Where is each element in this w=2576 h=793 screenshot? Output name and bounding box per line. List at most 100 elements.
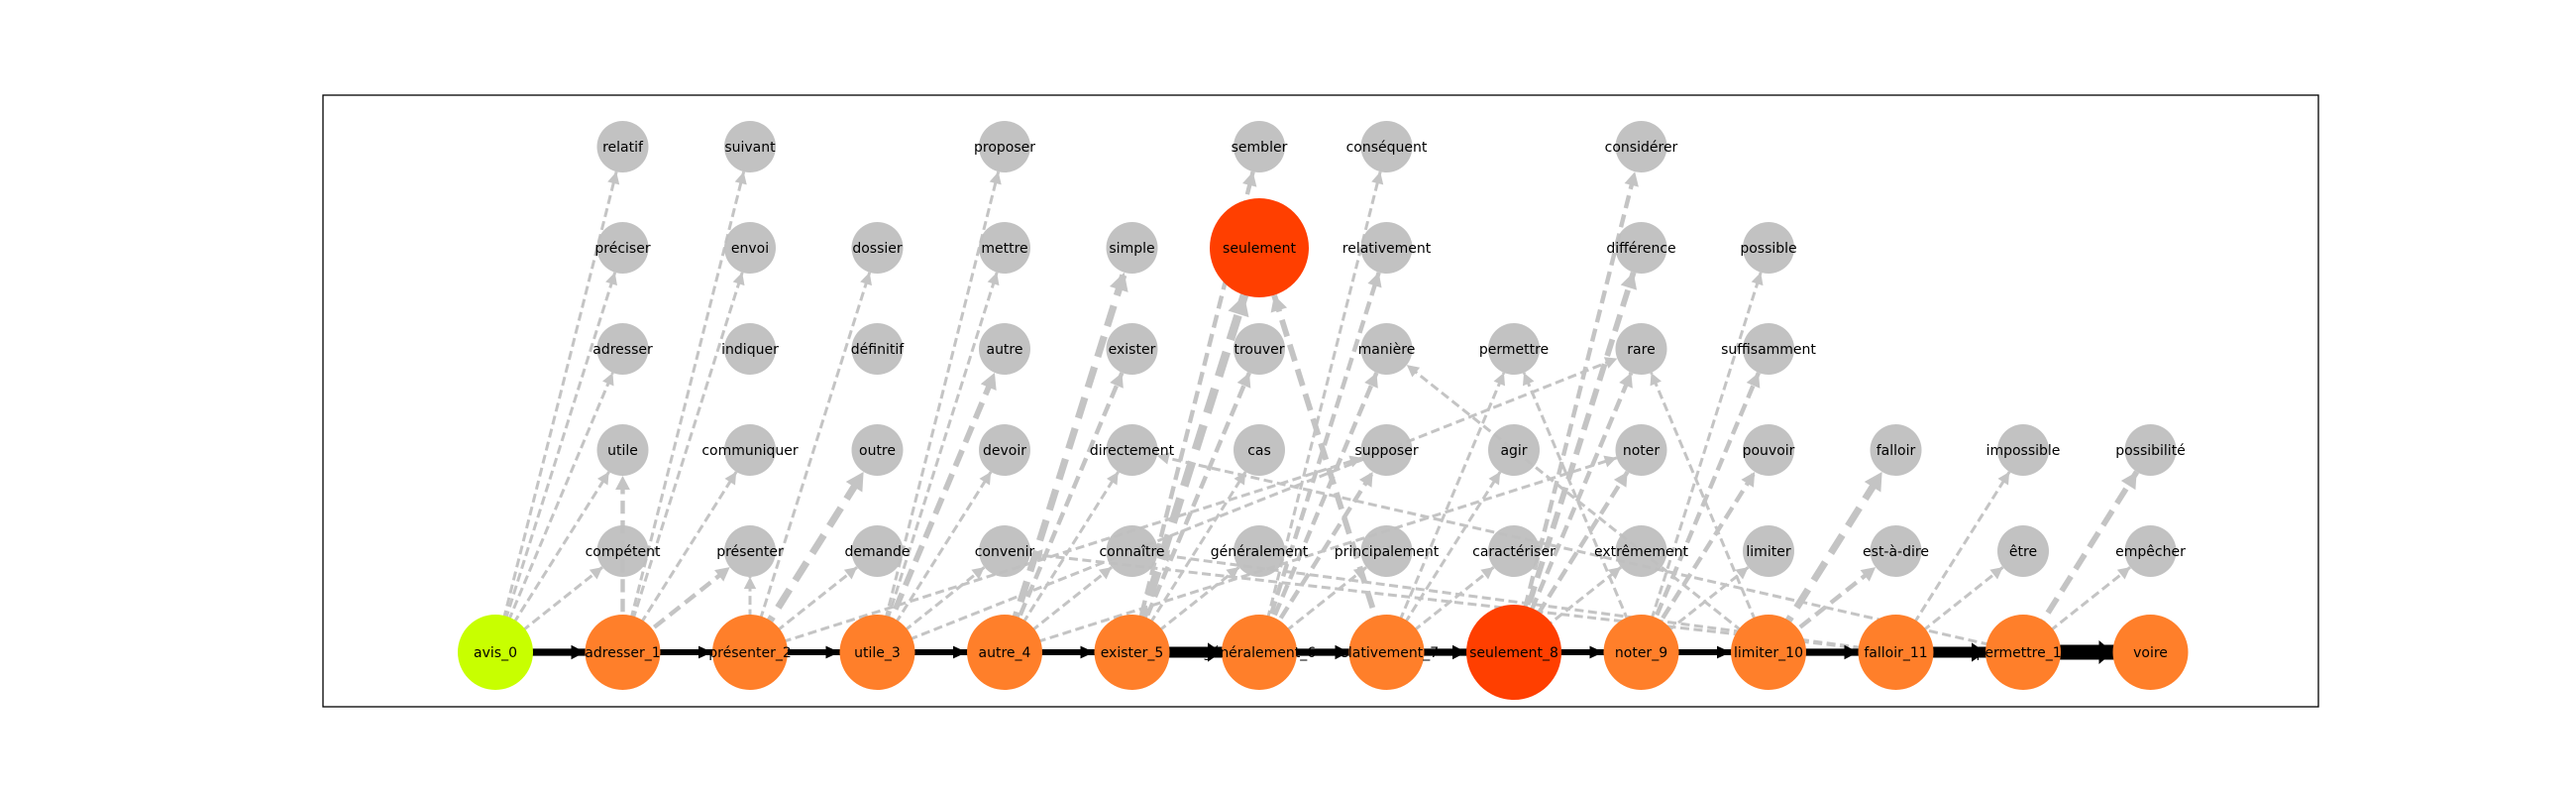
chain-node-noter-9[interactable]: noter_9 (1603, 615, 1679, 690)
context-node-cas[interactable]: cas (1234, 424, 1285, 476)
context-node-empecher[interactable]: empêcher (2115, 525, 2186, 577)
context-edge (1146, 565, 1240, 641)
context-node-caracteriser[interactable]: caractériser (1472, 525, 1556, 577)
context-node-outre[interactable]: outre (851, 424, 904, 476)
context-node-simple[interactable]: simple (1106, 222, 1158, 274)
chain-node-seulement-8[interactable]: seulement_8 (1466, 605, 1561, 700)
chain-node-limiter-10[interactable]: limiter_10 (1731, 615, 1806, 690)
context-node-envoi[interactable]: envoi (724, 222, 776, 274)
context-edge-arrowhead (602, 372, 614, 387)
context-node-autre[interactable]: autre (979, 323, 1030, 375)
context-node-sembler[interactable]: sembler (1232, 121, 1288, 172)
context-nodes: compétent utile adresser préciser relatif pré… (586, 121, 2186, 577)
chain-node-relativement-7[interactable]: relativement_7 (1335, 615, 1439, 690)
chain-node-avis-0[interactable]: avis_0 (458, 615, 533, 690)
context-node-relatif[interactable]: relatif (596, 121, 649, 172)
context-node-indiquer[interactable]: indiquer (721, 323, 779, 375)
context-node-difference[interactable]: différence (1606, 222, 1676, 274)
chain-node-circle (1348, 615, 1425, 690)
context-node-suffisamment[interactable]: suffisamment (1721, 323, 1816, 375)
context-node-presenter[interactable]: présenter (716, 525, 784, 577)
context-edge-arrowhead (1242, 171, 1257, 187)
chain-node-presenter-2[interactable]: présenter_2 (708, 615, 792, 690)
context-node-adresser[interactable]: adresser (592, 323, 653, 375)
context-node-mettre[interactable]: mettre (979, 222, 1030, 274)
context-node-circle (1488, 424, 1540, 476)
context-node-preciser[interactable]: préciser (594, 222, 651, 274)
context-node-devoir[interactable]: devoir (979, 424, 1030, 476)
context-node-circle (596, 323, 649, 375)
context-node-circle (979, 121, 1030, 172)
context-node-falloir[interactable]: falloir (1870, 424, 1922, 476)
context-edge (1023, 456, 1618, 648)
context-node-trouver[interactable]: trouver (1234, 323, 1285, 375)
context-node-communiquer[interactable]: communiquer (701, 424, 799, 476)
context-node-considerer[interactable]: considérer (1605, 121, 1678, 172)
context-node-circle (596, 424, 649, 476)
context-edge-arrowhead (1650, 372, 1662, 387)
context-edge-arrowhead (1741, 471, 1756, 488)
context-node-possibilite[interactable]: possibilité (2115, 424, 2186, 476)
context-node-label: préciser (594, 241, 650, 257)
context-node-etre[interactable]: être (1997, 525, 2049, 577)
context-node-impossible[interactable]: impossible (1986, 424, 2061, 476)
chain-node-permettre-12[interactable]: permettre_12 (1976, 615, 2071, 690)
context-node-noter[interactable]: noter (1615, 424, 1667, 476)
chain-node-autre-4[interactable]: autre_4 (967, 615, 1042, 690)
context-node-label: est-à-dire (1863, 544, 1929, 560)
context-node-circle (979, 424, 1030, 476)
context-node-seulement[interactable]: seulement (1210, 198, 1309, 297)
context-edge (1401, 565, 1495, 641)
context-node-label: cas (1247, 443, 1271, 459)
context-edge (1647, 372, 1761, 634)
context-node-limiter[interactable]: limiter (1743, 525, 1794, 577)
context-node-circle (1488, 525, 1540, 577)
context-node-circle (1234, 424, 1285, 476)
context-node-label: supposer (1354, 443, 1418, 459)
context-node-rare[interactable]: rare (1615, 323, 1667, 375)
context-node-est-a-dire[interactable]: est-à-dire (1863, 525, 1929, 577)
context-node-suivant[interactable]: suivant (724, 121, 776, 172)
context-node-utile[interactable]: utile (596, 424, 649, 476)
chain-node-adresser-1[interactable]: adresser_1 (585, 615, 661, 690)
context-node-principalement[interactable]: principalement (1335, 525, 1440, 577)
context-node-definitif[interactable]: définitif (851, 323, 905, 375)
chain-node-falloir-11[interactable]: falloir_11 (1858, 615, 1934, 690)
context-edge-arrowhead (1864, 471, 1882, 493)
context-node-proposer[interactable]: proposer (974, 121, 1035, 172)
context-node-label: relativement (1342, 241, 1432, 257)
context-node-dossier[interactable]: dossier (851, 222, 904, 274)
chain-node-utile-3[interactable]: utile_3 (839, 615, 915, 690)
chain-node-generalement-6[interactable]: généralement_6 (1203, 615, 1316, 690)
context-edge-arrowhead (605, 272, 617, 286)
context-node-agir[interactable]: agir (1488, 424, 1540, 476)
chain-edge-arrowhead (825, 645, 840, 659)
context-edge-arrowhead (1367, 272, 1382, 288)
context-node-generalement[interactable]: généralement (1211, 525, 1309, 577)
context-edge-arrowhead (1107, 471, 1119, 486)
context-node-label: limiter (1746, 544, 1790, 560)
context-node-connaitre[interactable]: connaître (1099, 525, 1165, 577)
context-node-maniere[interactable]: manière (1358, 323, 1416, 375)
context-node-label: trouver (1234, 342, 1284, 358)
context-node-consequent[interactable]: conséquent (1346, 121, 1428, 172)
context-node-demande[interactable]: demande (844, 525, 911, 577)
chain-node-voire[interactable]: voire (2112, 615, 2189, 690)
context-edge-arrowhead (1110, 372, 1124, 389)
context-node-relativement[interactable]: relativement (1342, 222, 1432, 274)
context-node-directement[interactable]: directement (1090, 424, 1175, 476)
context-node-convenir[interactable]: convenir (975, 525, 1035, 577)
chain-node-exister-5[interactable]: exister_5 (1094, 615, 1170, 690)
context-node-supposer[interactable]: supposer (1354, 424, 1419, 476)
context-node-extremement[interactable]: extrêmement (1594, 525, 1689, 577)
chain-node-label: relativement_7 (1335, 645, 1439, 661)
context-node-possible[interactable]: possible (1740, 222, 1797, 274)
context-node-circle (1615, 323, 1667, 375)
context-node-permettre[interactable]: permettre (1479, 323, 1549, 375)
context-node-circle (724, 121, 776, 172)
context-node-competent[interactable]: compétent (586, 525, 661, 577)
context-edge-arrowhead (987, 272, 1000, 286)
context-edge-arrowhead (1620, 272, 1638, 290)
context-node-exister[interactable]: exister (1106, 323, 1158, 375)
context-node-pouvoir[interactable]: pouvoir (1743, 424, 1795, 476)
